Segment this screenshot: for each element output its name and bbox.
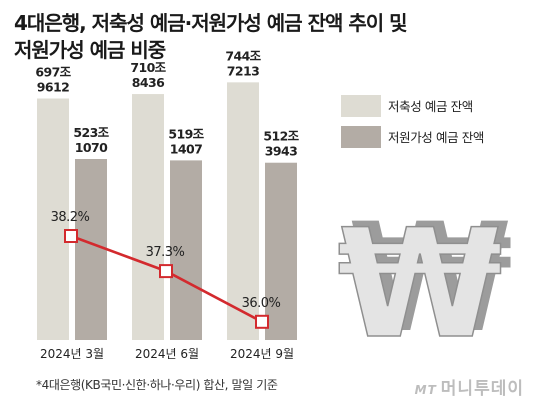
ratio-label-1: 37.3% bbox=[146, 245, 185, 260]
ratio-label-0: 38.2% bbox=[51, 210, 90, 225]
bar-savings-1 bbox=[132, 94, 164, 340]
brand-name: 머니투데이 bbox=[440, 379, 524, 399]
currency-illustration: ₩₩ bbox=[337, 192, 513, 373]
ratio-line-group: 38.2% 37.3% 36.0% bbox=[51, 210, 281, 329]
chart-title-line-2: 저원가성 예금 비중 bbox=[14, 38, 166, 62]
ratio-marker-1 bbox=[159, 264, 173, 279]
ratio-marker-0 bbox=[64, 229, 78, 243]
bar-label-0-2-line2: 7213 bbox=[227, 63, 259, 78]
x-axis-label-1: 2024년 6월 bbox=[135, 347, 199, 361]
chart-title: 4대은행, 저축성 예금·저원가성 예금 잔액 추이 및 저원가성 예금 비중 bbox=[14, 10, 484, 64]
bar-label-1-1-line2: 1407 bbox=[170, 141, 202, 156]
ratio-label-2: 36.0% bbox=[242, 296, 281, 311]
bar-label-1-0-line1: 523조 bbox=[73, 125, 109, 140]
bar-label-0-2-line1: 744조 bbox=[225, 48, 261, 63]
bar-savings-0 bbox=[37, 98, 69, 340]
ratio-marker-2 bbox=[255, 314, 269, 329]
bar-savings-2 bbox=[227, 82, 259, 341]
bar-label-1-0-line2: 1070 bbox=[75, 140, 108, 155]
bar-label-0-1-line2: 8436 bbox=[132, 75, 165, 90]
bar-label-1-2-line1: 512조 bbox=[263, 129, 299, 144]
bar-label-0-0-line2: 9612 bbox=[37, 80, 69, 95]
brand-logo: MT 머니투데이 bbox=[415, 374, 524, 399]
legend-label-1: 저원가성 예금 잔액 bbox=[388, 130, 484, 145]
chart-title-line-1: 4대은행, 저축성 예금·저원가성 예금 잔액 추이 및 bbox=[14, 11, 408, 35]
bar-label-1-2-line2: 3943 bbox=[265, 144, 297, 159]
legend-swatch-0 bbox=[341, 95, 381, 117]
legend-label-0: 저축성 예금 잔액 bbox=[388, 99, 473, 114]
bar-low-cost-0 bbox=[75, 159, 107, 340]
x-axis-label-0: 2024년 3월 bbox=[40, 347, 104, 361]
bar-label-0-0-line1: 697조 bbox=[35, 65, 71, 80]
brand-mark: MT bbox=[414, 383, 437, 397]
footnote: *4대은행(KB국민·신한·하나·우리) 합산, 말일 기준 bbox=[36, 378, 278, 392]
currency-symbol: ₩ bbox=[337, 198, 502, 372]
currency-shadow: ₩ bbox=[347, 192, 512, 366]
bar-label-0-1-line1: 710조 bbox=[130, 60, 166, 75]
x-axis-labels: 2024년 3월 2024년 6월 2024년 9월 bbox=[40, 347, 294, 361]
bar-label-1-1-line1: 519조 bbox=[168, 126, 204, 141]
bar-low-cost-2 bbox=[265, 162, 297, 340]
bar-low-cost-1 bbox=[170, 160, 202, 340]
x-axis-label-2: 2024년 9월 bbox=[230, 347, 294, 361]
legend-swatch-1 bbox=[341, 126, 381, 148]
